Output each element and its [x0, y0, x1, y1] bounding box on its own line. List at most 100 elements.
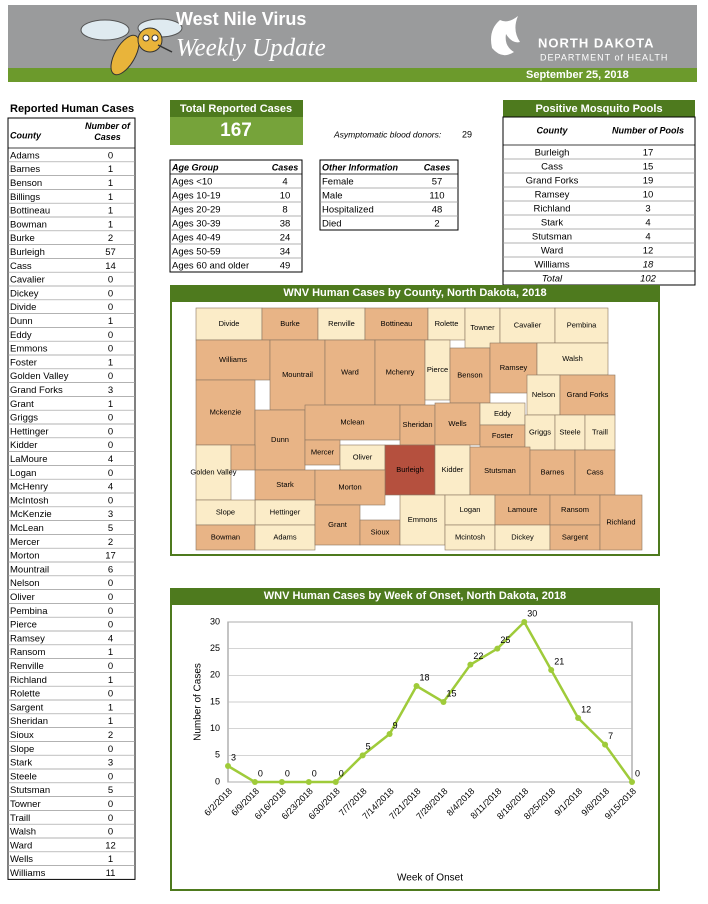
county-name: Bowman	[10, 219, 47, 230]
map-region-label: Sargent	[562, 532, 589, 541]
asymptomatic-value: 29	[462, 129, 472, 139]
county-cases: 3	[108, 758, 113, 769]
pool-county: Ramsey	[535, 190, 570, 201]
map-region	[536, 342, 609, 376]
county-name: Steele	[10, 771, 37, 782]
column-header: Number of Pools	[612, 125, 684, 135]
row-value: 8	[282, 205, 287, 216]
map-region-label: Pierce	[427, 365, 448, 374]
county-cases: 0	[108, 606, 113, 617]
county-name: Walsh	[10, 827, 36, 838]
map-region	[549, 524, 601, 551]
map-region	[444, 494, 496, 526]
data-point	[548, 667, 555, 673]
row-value: 2	[434, 219, 439, 230]
row-value: 10	[280, 191, 291, 202]
county-name: Mountrail	[10, 564, 49, 575]
total-box	[170, 117, 303, 145]
row-value: 49	[280, 261, 291, 272]
county-name: Rolette	[10, 689, 40, 700]
row-value: 110	[429, 191, 444, 202]
pool-count: 19	[643, 176, 654, 187]
map-region-unlabeled	[230, 444, 256, 471]
data-label: 0	[312, 768, 317, 778]
map-region	[364, 307, 429, 341]
map-region-label: Grand Forks	[567, 390, 609, 399]
county-name: Eddy	[10, 330, 32, 341]
chart-title-bar	[170, 588, 660, 604]
county-name: Griggs	[10, 413, 38, 424]
county-cases: 0	[108, 413, 113, 424]
county-name: Bottineau	[10, 206, 50, 217]
map-region-label: Stutsman	[484, 466, 516, 475]
map-region	[494, 494, 551, 526]
data-label: 0	[635, 768, 640, 778]
data-label: 3	[231, 752, 236, 762]
county-cases: 0	[108, 827, 113, 838]
map-region	[574, 449, 616, 496]
county-cases: 5	[108, 785, 113, 796]
county-name: Logan	[10, 468, 36, 479]
mosquito-title: Positive Mosquito Pools	[535, 103, 662, 115]
county-name: Renville	[10, 661, 44, 672]
map-title-bar	[170, 285, 660, 301]
county-name: Nelson	[10, 578, 40, 589]
county-name: Ward	[10, 840, 32, 851]
map-region	[324, 339, 376, 406]
pool-county: Stark	[541, 218, 563, 229]
map-region-label: Steele	[559, 427, 580, 436]
map-region-label: Lamoure	[508, 505, 538, 514]
row-label: Ages 50-59	[172, 247, 221, 258]
county-cases: 1	[108, 716, 113, 727]
map-region	[304, 439, 341, 466]
county-name: Traill	[10, 813, 30, 824]
row-label: Died	[322, 219, 342, 230]
map-region	[195, 307, 263, 341]
data-point	[386, 731, 393, 737]
county-cases: 2	[108, 730, 113, 741]
map-region-label: Divide	[219, 319, 240, 328]
county-cases: 0	[108, 799, 113, 810]
county-name: Sargent	[10, 702, 44, 713]
map-region	[529, 449, 576, 496]
map-region	[559, 374, 616, 416]
county-name: Sheridan	[10, 716, 48, 727]
county-cases: 1	[108, 164, 113, 175]
county-name: Barnes	[10, 164, 40, 175]
row-label: Ages <10	[172, 177, 212, 188]
map-region	[464, 307, 501, 349]
county-cases: 0	[108, 440, 113, 451]
pool-count: 10	[643, 190, 654, 201]
map-region-label: Logan	[460, 505, 481, 514]
column-header: Other Information	[322, 162, 399, 172]
pool-county: Williams	[534, 260, 570, 271]
table-border	[319, 159, 459, 231]
map-region-label: Morton	[338, 482, 361, 491]
y-tick-label: 10	[210, 723, 220, 733]
map-region-label: Bowman	[211, 532, 240, 541]
map-region	[359, 519, 401, 546]
county-name: Mercer	[10, 537, 40, 548]
y-tick-label: 25	[210, 643, 220, 653]
county-cases: 1	[108, 399, 113, 410]
map-title: WNV Human Cases by County, North Dakota,…	[283, 287, 546, 299]
map-region-label: Richland	[606, 517, 635, 526]
county-name: Kidder	[10, 440, 37, 451]
county-name: Slope	[10, 744, 34, 755]
pool-county: Richland	[534, 204, 571, 215]
county-cases: 0	[108, 426, 113, 437]
total-value: 102	[640, 274, 657, 285]
county-name: Stark	[10, 758, 32, 769]
map-region-label: Slope	[216, 507, 235, 516]
data-label: 0	[258, 768, 263, 778]
pool-county: Cass	[541, 162, 563, 173]
county-name: Billings	[10, 192, 40, 203]
county-cases: 1	[108, 178, 113, 189]
map-region-label: Mountrail	[282, 370, 313, 379]
county-name: Sioux	[10, 730, 34, 741]
y-tick-label: 20	[210, 670, 220, 680]
chart-panel	[170, 603, 660, 891]
county-cases: 0	[108, 620, 113, 631]
data-label: 7	[608, 731, 613, 741]
